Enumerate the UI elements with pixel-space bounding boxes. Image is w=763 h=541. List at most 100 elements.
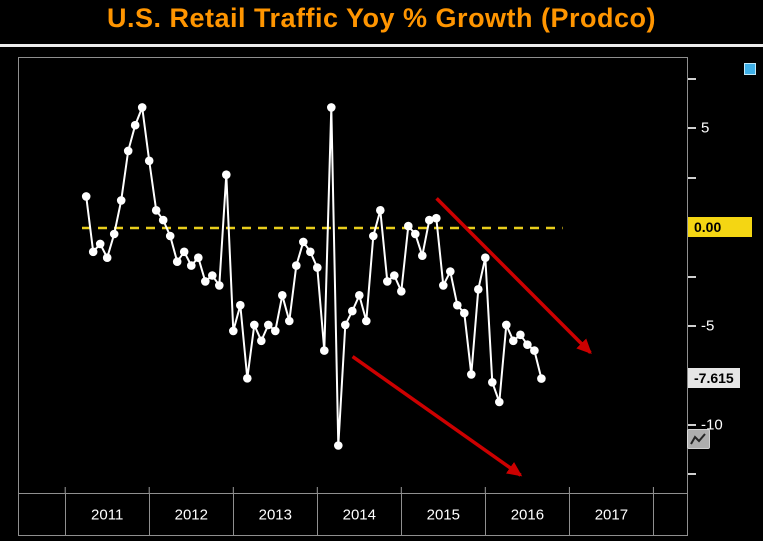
data-point-marker [201,277,210,286]
data-point-marker [516,330,525,340]
data-point-marker [109,229,119,239]
data-point-marker [495,397,504,407]
data-point-marker [299,237,308,247]
data-point-marker [172,257,182,266]
data-point-marker [390,271,399,280]
data-point-marker [439,281,448,290]
y-axis: 5 0.00 -5 -10 -7.615 [688,57,763,494]
chart-plot-area[interactable] [18,57,688,494]
data-point-marker [425,215,434,225]
zero-axis-label: 0.00 [688,217,752,237]
x-axis-year-label: 2017 [594,506,629,524]
data-point-marker [151,206,161,215]
data-point-marker [243,374,252,383]
data-point-marker [271,326,280,336]
data-point-marker [362,316,371,326]
mini-chart-glyph [690,433,706,445]
data-point-marker [460,308,469,318]
last-value-label: -7.615 [688,367,740,388]
x-axis: 2011 2012 2013 2014 2015 2016 2017 [18,493,688,536]
data-point-marker [95,239,105,249]
x-axis-year-label: 2014 [342,506,376,524]
data-point-marker [292,261,301,270]
data-point-marker [411,229,420,239]
y-axis-tick [688,127,696,130]
data-point-marker [215,281,224,290]
data-point-marker [488,378,497,387]
data-point-marker [222,170,231,179]
data-point-marker [474,285,483,294]
data-point-marker [130,120,140,130]
data-point-marker [236,300,245,310]
data-point-marker [509,336,518,346]
data-point-marker [88,247,98,257]
data-point-marker [467,370,476,379]
x-axis-separator [65,493,67,535]
x-axis-year-label: 2011 [91,506,124,524]
data-point-marker [523,340,532,350]
y-axis-tick [688,473,696,476]
x-axis-year-label: 2015 [426,506,460,524]
mini-chart-icon[interactable] [687,429,710,449]
data-point-marker [81,192,91,201]
data-point-marker [404,221,413,231]
x-axis-year-label: 2012 [174,506,208,524]
data-point-marker [313,263,322,272]
data-point-marker [229,326,238,336]
data-point-marker [341,320,350,330]
data-point-marker [376,206,385,215]
data-point-marker [530,346,539,355]
y-axis-tick [688,423,696,426]
y-tick-label: 5 [701,119,710,137]
x-axis-separator [317,493,319,535]
trend-arrow [435,197,592,355]
data-point-marker [257,336,266,346]
line-chart-svg [64,103,654,493]
data-point-marker [446,267,455,276]
data-point-marker [264,320,273,330]
x-axis-separator [149,493,151,535]
data-point-marker [137,103,147,112]
data-point-marker [537,374,546,383]
y-axis-tick [688,77,696,80]
data-point-marker [250,320,259,330]
data-point-marker [320,346,329,355]
y-axis-tick [688,176,696,179]
data-point-marker [123,146,133,156]
y-tick-label: -5 [701,317,715,335]
data-point-marker [208,271,217,280]
data-point-marker [481,253,490,262]
data-point-marker [306,247,315,257]
data-point-marker [187,261,196,270]
x-axis-separator [233,493,235,535]
y-axis-tick [688,275,696,278]
x-axis-separator [653,493,655,535]
data-point-marker [285,316,294,326]
data-point-marker [158,215,168,225]
data-point-marker [432,213,441,223]
data-point-marker [327,103,336,112]
data-point-marker [383,277,392,286]
x-axis-separator [401,493,403,535]
data-point-marker [453,300,462,310]
data-point-marker [369,231,378,241]
data-point-marker [165,231,175,241]
data-point-marker [194,253,203,262]
data-point-marker [116,196,126,205]
data-point-marker [355,291,364,300]
title-divider [0,44,763,47]
x-axis-separator [569,493,571,535]
data-point-marker [502,320,511,330]
data-point-marker [334,441,343,450]
data-point-marker [179,247,189,257]
data-point-marker [397,287,406,296]
series-line [85,107,543,446]
cyan-square-icon[interactable] [744,63,756,75]
y-axis-tick [688,324,696,327]
data-point-marker [418,251,427,260]
chart-title: U.S. Retail Traffic Yoy % Growth (Prodco… [106,3,657,33]
data-point-marker [348,306,357,316]
x-axis-year-label: 2016 [510,506,545,524]
x-axis-year-label: 2013 [258,506,292,524]
